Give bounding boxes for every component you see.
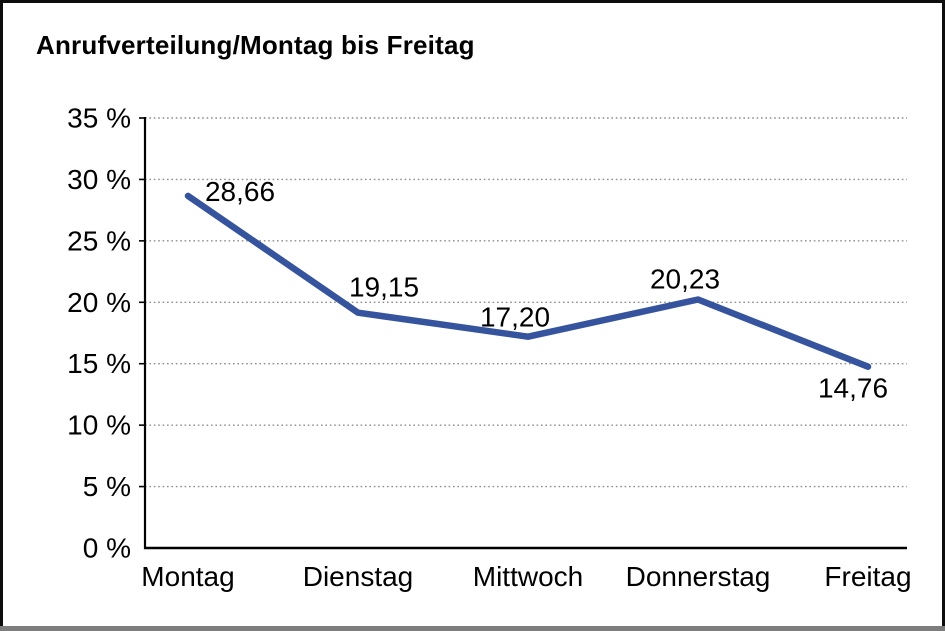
- x-category-label: Freitag: [824, 561, 911, 592]
- series-line: [184, 192, 872, 370]
- y-tick-label: 25 %: [67, 225, 131, 256]
- bottom-edge-bar: [0, 626, 945, 631]
- chart-title: Anrufverteilung/Montag bis Freitag: [36, 30, 475, 60]
- y-tick-label: 10 %: [67, 410, 131, 441]
- x-category-label: Dienstag: [303, 561, 414, 592]
- y-tick-label: 5 %: [83, 471, 131, 502]
- x-category-label: Montag: [141, 561, 234, 592]
- data-label: 28,66: [205, 176, 275, 207]
- y-tick-label: 20 %: [67, 287, 131, 318]
- data-label: 20,23: [650, 263, 720, 294]
- y-tick-label: 0 %: [83, 533, 131, 564]
- y-tick-label: 30 %: [67, 164, 131, 195]
- x-category-label: Donnerstag: [626, 561, 771, 592]
- y-tick-label: 15 %: [67, 348, 131, 379]
- data-label: 17,20: [480, 302, 550, 333]
- data-label: 19,15: [349, 272, 419, 303]
- x-category-label: Mittwoch: [473, 561, 583, 592]
- y-tick-label: 35 %: [67, 103, 131, 134]
- data-label: 14,76: [818, 373, 888, 404]
